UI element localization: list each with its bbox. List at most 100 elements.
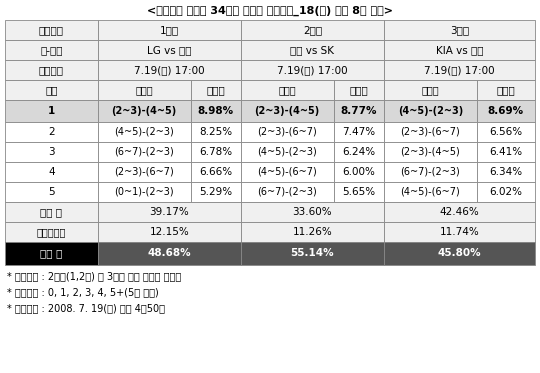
Bar <box>241 60 384 80</box>
Bar <box>241 182 334 202</box>
Bar <box>5 162 98 182</box>
Text: (4~5)-(2~3): (4~5)-(2~3) <box>258 147 317 157</box>
Bar <box>384 222 535 242</box>
Text: KIA vs 두산: KIA vs 두산 <box>436 45 483 55</box>
Bar <box>384 40 535 60</box>
Text: 6.34%: 6.34% <box>489 167 522 177</box>
Bar <box>384 122 477 142</box>
Text: 5: 5 <box>48 187 55 197</box>
Text: 8.98%: 8.98% <box>198 106 234 116</box>
Text: 투표율: 투표율 <box>496 85 515 95</box>
Bar <box>191 142 241 162</box>
Bar <box>5 40 98 60</box>
Bar <box>98 222 241 242</box>
Text: 우리 vs SK: 우리 vs SK <box>291 45 334 55</box>
Text: 6.78%: 6.78% <box>199 147 232 157</box>
Text: 투표율: 투표율 <box>349 85 368 95</box>
Bar <box>98 40 241 60</box>
Text: (2~3)-(6~7): (2~3)-(6~7) <box>258 127 317 137</box>
Bar <box>98 60 241 80</box>
Bar <box>191 182 241 202</box>
Text: 경기번호: 경기번호 <box>39 25 64 35</box>
Text: 45.80%: 45.80% <box>437 248 481 258</box>
Bar <box>5 80 98 100</box>
Bar <box>477 182 535 202</box>
Bar <box>191 162 241 182</box>
Bar <box>98 142 191 162</box>
Bar <box>241 80 334 100</box>
Text: 점수대: 점수대 <box>422 85 439 95</box>
Bar <box>477 162 535 182</box>
Bar <box>5 202 98 222</box>
Bar <box>477 142 535 162</box>
Text: (0~1)-(2~3): (0~1)-(2~3) <box>114 187 174 197</box>
Bar <box>5 142 98 162</box>
Text: * 게임방식 : 2경기(1,2번) 및 3경기 최종 스코어 맞히기: * 게임방식 : 2경기(1,2번) 및 3경기 최종 스코어 맞히기 <box>7 271 181 281</box>
Text: 5.65%: 5.65% <box>342 187 375 197</box>
Text: (2~3)-(6~7): (2~3)-(6~7) <box>401 127 460 137</box>
Text: 순위: 순위 <box>45 85 58 95</box>
Bar <box>5 222 98 242</box>
Text: 7.47%: 7.47% <box>342 127 375 137</box>
Bar <box>384 20 535 40</box>
Text: 8.25%: 8.25% <box>199 127 232 137</box>
Text: 4: 4 <box>48 167 55 177</box>
Bar <box>98 122 191 142</box>
Bar <box>98 242 241 265</box>
Bar <box>334 80 384 100</box>
Bar <box>191 80 241 100</box>
Bar <box>384 60 535 80</box>
Bar <box>5 182 98 202</box>
Text: 55.14%: 55.14% <box>291 248 334 258</box>
Text: LG vs 롯데: LG vs 롯데 <box>147 45 192 55</box>
Text: 6.02%: 6.02% <box>489 187 522 197</box>
Bar <box>334 142 384 162</box>
Text: * 발매마감 : 2008. 7. 19(토) 오후 4시50분: * 발매마감 : 2008. 7. 19(토) 오후 4시50분 <box>7 303 165 313</box>
Text: 경기일시: 경기일시 <box>39 65 64 75</box>
Text: 홈팀 승: 홈팀 승 <box>40 207 63 217</box>
Text: 6.66%: 6.66% <box>199 167 232 177</box>
Bar <box>191 100 241 122</box>
Bar <box>98 162 191 182</box>
Text: (2~3)-(4~5): (2~3)-(4~5) <box>254 106 320 116</box>
Bar <box>98 80 191 100</box>
Text: (2~3)-(4~5): (2~3)-(4~5) <box>111 106 177 116</box>
Bar <box>384 182 477 202</box>
Bar <box>241 222 384 242</box>
Text: 3: 3 <box>48 147 55 157</box>
Bar <box>241 100 334 122</box>
Bar <box>241 122 334 142</box>
Bar <box>477 122 535 142</box>
Text: 6.56%: 6.56% <box>489 127 522 137</box>
Bar <box>98 100 191 122</box>
Bar <box>5 242 98 265</box>
Text: 2: 2 <box>48 127 55 137</box>
Bar <box>191 122 241 142</box>
Text: 홈팀 패: 홈팀 패 <box>40 248 63 258</box>
Text: 6.00%: 6.00% <box>342 167 375 177</box>
Text: 8.77%: 8.77% <box>341 106 377 116</box>
Text: 48.68%: 48.68% <box>147 248 191 258</box>
Text: (2~3)-(4~5): (2~3)-(4~5) <box>401 147 460 157</box>
Text: 3경기: 3경기 <box>450 25 469 35</box>
Bar <box>334 162 384 182</box>
Bar <box>241 20 384 40</box>
Text: 투표율: 투표율 <box>206 85 225 95</box>
Bar <box>384 242 535 265</box>
Bar <box>241 142 334 162</box>
Bar <box>98 20 241 40</box>
Text: (4~5)-(6~7): (4~5)-(6~7) <box>401 187 460 197</box>
Bar <box>384 100 477 122</box>
Bar <box>241 40 384 60</box>
Bar <box>477 100 535 122</box>
Text: 7.19(토) 17:00: 7.19(토) 17:00 <box>134 65 205 75</box>
Text: (6~7)-(2~3): (6~7)-(2~3) <box>258 187 317 197</box>
Text: (4~5)-(2~3): (4~5)-(2~3) <box>397 106 463 116</box>
Text: 42.46%: 42.46% <box>440 207 480 217</box>
Text: 7.19(토) 17:00: 7.19(토) 17:00 <box>424 65 495 75</box>
Bar <box>98 202 241 222</box>
Text: 11.74%: 11.74% <box>440 227 480 237</box>
Bar <box>98 182 191 202</box>
Text: (2~3)-(6~7): (2~3)-(6~7) <box>114 167 174 177</box>
Text: <야구토토 스페셜 34회차 투표율 중간집계_18(금) 오전 8시 현재>: <야구토토 스페셜 34회차 투표율 중간집계_18(금) 오전 8시 현재> <box>147 6 393 16</box>
